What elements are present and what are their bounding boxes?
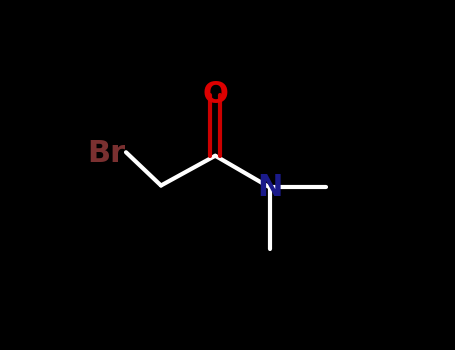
Text: N: N (257, 173, 282, 202)
Text: Br: Br (88, 140, 126, 168)
Text: O: O (202, 80, 228, 109)
